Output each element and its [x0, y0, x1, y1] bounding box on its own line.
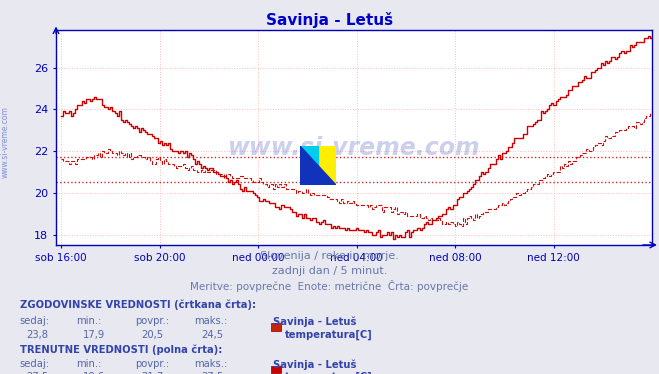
- Text: sedaj:: sedaj:: [20, 359, 50, 369]
- Text: sedaj:: sedaj:: [20, 316, 50, 326]
- Polygon shape: [300, 146, 336, 185]
- Text: 23,8: 23,8: [26, 330, 48, 340]
- Bar: [272, 323, 281, 331]
- Text: Meritve: povprečne  Enote: metrične  Črta: povprečje: Meritve: povprečne Enote: metrične Črta:…: [190, 280, 469, 292]
- Text: povpr.:: povpr.:: [135, 316, 169, 326]
- Text: Savinja - Letuš: Savinja - Letuš: [273, 359, 357, 370]
- Text: 27,5: 27,5: [201, 372, 223, 374]
- Text: Savinja - Letuš: Savinja - Letuš: [273, 316, 357, 327]
- Text: min.:: min.:: [76, 359, 101, 369]
- Text: TRENUTNE VREDNOSTI (polna črta):: TRENUTNE VREDNOSTI (polna črta):: [20, 345, 222, 355]
- Text: 18,6: 18,6: [82, 372, 105, 374]
- Text: maks.:: maks.:: [194, 359, 227, 369]
- Text: maks.:: maks.:: [194, 316, 227, 326]
- Polygon shape: [300, 146, 318, 185]
- Text: Savinja - Letuš: Savinja - Letuš: [266, 12, 393, 28]
- Text: 24,5: 24,5: [201, 330, 223, 340]
- Bar: [272, 366, 281, 373]
- Text: 27,5: 27,5: [26, 372, 49, 374]
- Text: www.si-vreme.com: www.si-vreme.com: [1, 106, 10, 178]
- Text: min.:: min.:: [76, 316, 101, 326]
- Text: ZGODOVINSKE VREDNOSTI (črtkana črta):: ZGODOVINSKE VREDNOSTI (črtkana črta):: [20, 299, 256, 310]
- Text: 17,9: 17,9: [82, 330, 105, 340]
- Text: zadnji dan / 5 minut.: zadnji dan / 5 minut.: [272, 266, 387, 276]
- Text: 20,5: 20,5: [142, 330, 164, 340]
- Polygon shape: [318, 146, 336, 185]
- Text: www.si-vreme.com: www.si-vreme.com: [228, 136, 480, 160]
- Text: temperatura[C]: temperatura[C]: [285, 372, 373, 374]
- Text: 21,7: 21,7: [142, 372, 164, 374]
- Text: Slovenija / reke in morje.: Slovenija / reke in morje.: [260, 251, 399, 261]
- Text: povpr.:: povpr.:: [135, 359, 169, 369]
- Text: temperatura[C]: temperatura[C]: [285, 330, 373, 340]
